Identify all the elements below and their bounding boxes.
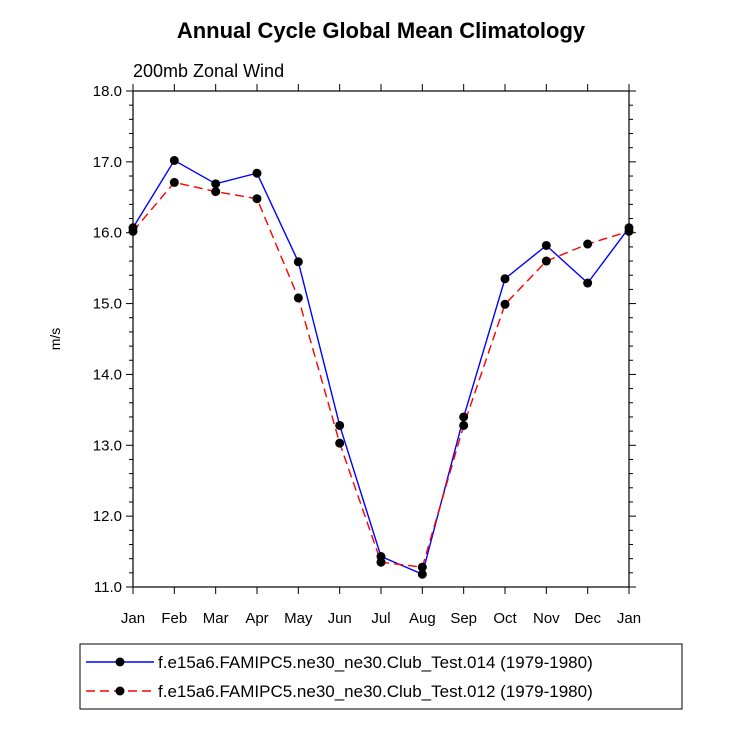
axes-layer: 11.0 12.0 13.0 14.0 15.0 16.0 17.0 18.0 Jan Feb Ma…: [93, 83, 641, 627]
x-tick-label: Jan: [617, 610, 641, 627]
x-tick-label: Apr: [245, 610, 268, 627]
x-tick-label: Feb: [161, 610, 187, 627]
y-tick-label: 16.0: [93, 225, 122, 242]
series-2-point: [541, 256, 551, 266]
series-2-point: [128, 226, 138, 236]
chart-subtitle: 200mb Zonal Wind: [133, 61, 284, 81]
x-tick-label: Aug: [409, 610, 436, 627]
series-2-point: [335, 438, 345, 448]
series-1-point: [459, 412, 469, 422]
series-1-point: [169, 155, 179, 165]
legend: f.e15a6.FAMIPC5.ne30_ne30.Club_Test.014 …: [86, 653, 593, 701]
series-1-point: [541, 240, 551, 250]
y-tick-label: 14.0: [93, 366, 122, 383]
x-tick-label: Jun: [328, 610, 352, 627]
series-1-point: [583, 278, 593, 288]
series-2-point: [459, 420, 469, 430]
series-2-point: [211, 187, 221, 197]
x-tick-label: Jul: [371, 610, 390, 627]
x-tick-label: Nov: [533, 610, 560, 627]
series-2-point: [417, 562, 427, 572]
series-2-point: [624, 226, 634, 236]
series-line-2: [132, 181, 630, 568]
series-2-point: [500, 299, 510, 309]
x-tick-label: Dec: [574, 610, 601, 627]
x-tick-label: Jan: [121, 610, 145, 627]
y-tick-label: 13.0: [93, 437, 122, 454]
legend-marker-1: [115, 657, 125, 667]
y-axis-label: m/s: [47, 328, 63, 351]
series-1-point: [252, 168, 262, 178]
y-tick-label: 15.0: [93, 296, 122, 313]
legend-marker-2: [115, 686, 125, 696]
y-tick-label: 11.0: [94, 579, 122, 596]
series-1-point: [211, 179, 221, 189]
series-2-point: [169, 177, 179, 187]
series-2-point: [293, 293, 303, 303]
series-layer: [128, 155, 634, 579]
legend-box: [79, 643, 683, 710]
y-tick-label: 12.0: [93, 508, 122, 525]
series-1-point: [293, 257, 303, 267]
series-2-point: [583, 239, 593, 249]
y-tick-label: 18.0: [93, 83, 122, 100]
y-tick-label: 17.0: [93, 154, 122, 171]
series-line-1: [132, 159, 630, 576]
series-1-point: [417, 569, 427, 579]
chart-title: Annual Cycle Global Mean Climatology: [177, 18, 586, 43]
plot-frame: [132, 90, 630, 588]
x-tick-label: May: [284, 610, 313, 627]
series-1-point: [335, 420, 345, 430]
series-2-point: [376, 557, 386, 567]
x-tick-label: Mar: [203, 610, 229, 627]
series-1-point: [500, 274, 510, 284]
x-tick-label: Oct: [493, 610, 517, 627]
legend-label-2: f.e15a6.FAMIPC5.ne30_ne30.Club_Test.012 …: [158, 682, 593, 701]
legend-label-1: f.e15a6.FAMIPC5.ne30_ne30.Club_Test.014 …: [158, 653, 593, 672]
x-tick-label: Sep: [450, 610, 477, 627]
series-2-point: [252, 194, 262, 204]
